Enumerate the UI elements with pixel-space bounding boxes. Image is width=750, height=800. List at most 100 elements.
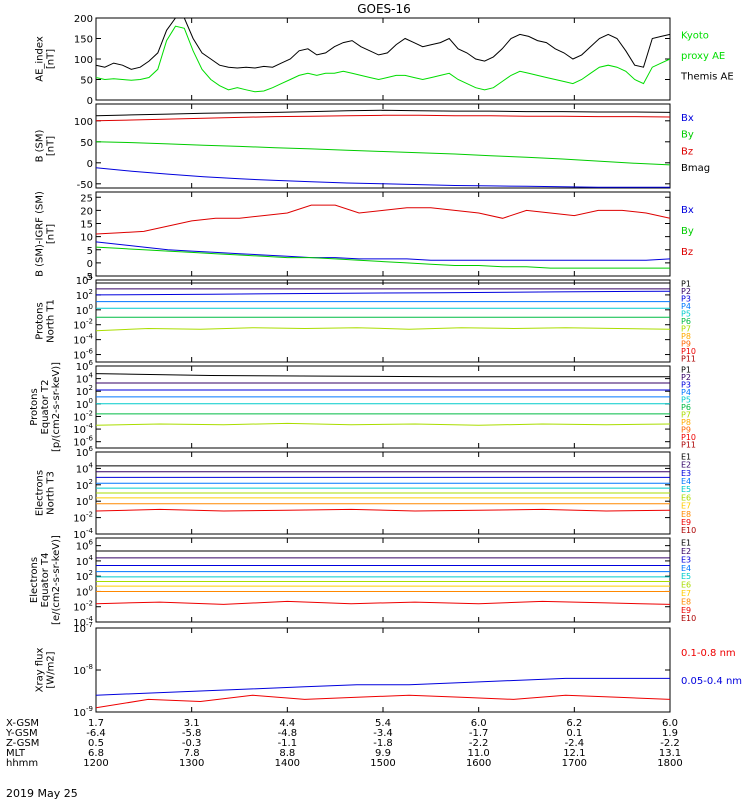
ephemeris-value: 3.1 xyxy=(184,718,200,729)
legend-label: P3 xyxy=(681,295,691,304)
y-tick-label: 10-9 xyxy=(73,705,93,719)
ephemeris-value: 1300 xyxy=(179,758,204,769)
series-line-by xyxy=(95,246,670,269)
legend-label: Kyoto xyxy=(681,31,709,42)
y-axis-label: [nT] xyxy=(46,49,57,69)
ephemeris-value: -1.8 xyxy=(373,738,393,749)
legend-label: P9 xyxy=(681,425,691,434)
y-tick-label: 10-7 xyxy=(73,621,93,635)
series-line-e9 xyxy=(95,508,671,512)
legend-label: P6 xyxy=(681,403,691,412)
legend-label: E7 xyxy=(681,589,691,598)
ephemeris-value: 7.8 xyxy=(184,748,200,759)
ephemeris-value: 6.0 xyxy=(662,718,678,729)
series-line-bz xyxy=(95,204,671,235)
legend-label: P1 xyxy=(681,280,691,289)
y-axis-label: [p/(cm2-s-sr-keV)] xyxy=(51,362,62,452)
legend-label: By xyxy=(681,226,694,237)
y-tick-label: 100 xyxy=(74,55,93,66)
legend-label: P5 xyxy=(681,310,691,319)
y-tick-label: 25 xyxy=(80,193,93,204)
series-line-0-1-0-8-nm xyxy=(95,694,671,709)
legend-label: P1 xyxy=(681,366,691,375)
ephemeris-value: -1.1 xyxy=(278,738,298,749)
legend-label: 0.1-0.8 nm xyxy=(681,648,736,659)
ephemeris-label: Z-GSM xyxy=(6,738,39,749)
series-line-kyoto-proxy-ae xyxy=(95,25,671,93)
legend-label: P8 xyxy=(681,418,691,427)
legend-label: Bmag xyxy=(681,163,710,174)
legend-label: Themis AE xyxy=(680,72,734,83)
ephemeris-value: 1.9 xyxy=(662,728,678,739)
legend-label: E6 xyxy=(681,493,691,502)
legend-label: P2 xyxy=(681,287,691,296)
y-tick-label: 100 xyxy=(76,584,93,598)
legend-label: P3 xyxy=(681,381,691,390)
legend-label: P5 xyxy=(681,396,691,405)
ephemeris-label: Y-GSM xyxy=(5,728,38,739)
legend-label: P11 xyxy=(681,440,696,449)
ephemeris-value: 1600 xyxy=(466,758,491,769)
y-axis-label: Xray flux xyxy=(35,648,46,693)
legend-label: E9 xyxy=(681,518,691,527)
y-axis-label: Protons xyxy=(35,302,46,339)
legend-label: E4 xyxy=(681,564,691,573)
y-tick-label: 10 xyxy=(80,233,93,244)
legend-label: P9 xyxy=(681,339,691,348)
y-tick-label: 100 xyxy=(76,303,93,317)
y-axis-label: North T3 xyxy=(46,471,57,515)
legend-label: P2 xyxy=(681,373,691,382)
series-line-bmag xyxy=(95,109,671,117)
y-axis-label: AE_index xyxy=(35,36,46,82)
legend-label: P4 xyxy=(681,388,691,397)
y-tick-label: -5 xyxy=(83,272,93,283)
ephemeris-value: 13.1 xyxy=(659,748,681,759)
legend-label: P11 xyxy=(681,354,696,363)
y-tick-label: 20 xyxy=(80,206,93,217)
ephemeris-value: -4.8 xyxy=(278,728,298,739)
legend-label: E10 xyxy=(681,526,696,535)
legend-label: P6 xyxy=(681,317,691,326)
y-axis-label: Equator T4 xyxy=(40,553,51,608)
series-line-p7 xyxy=(95,422,671,426)
y-axis-label: [W/m2] xyxy=(46,651,57,688)
ephemeris-value: 8.8 xyxy=(279,748,295,759)
y-tick-label: 10-2 xyxy=(73,511,93,525)
ephemeris-value: -6.4 xyxy=(86,728,106,739)
plot-title: GOES-16 xyxy=(357,2,411,16)
ephemeris-value: 5.4 xyxy=(375,718,391,729)
legend-label: E1 xyxy=(681,539,691,548)
series-line-bz xyxy=(95,114,671,122)
y-tick-label: 106 xyxy=(76,539,94,553)
series-line-bx xyxy=(95,241,671,261)
ephemeris-value: 6.8 xyxy=(88,748,104,759)
date-label: 2019 May 25 xyxy=(6,787,78,800)
legend-label: P10 xyxy=(681,433,696,442)
y-tick-label: -50 xyxy=(77,180,93,191)
series-line-themis-ae xyxy=(95,17,671,70)
y-tick-label: 5 xyxy=(87,246,93,257)
legend-label: E10 xyxy=(681,614,696,623)
y-tick-label: 0 xyxy=(87,96,93,107)
legend-label: E8 xyxy=(681,597,691,606)
ephemeris-value: -3.4 xyxy=(373,728,393,739)
series-line-bx xyxy=(95,167,670,188)
panel-frame xyxy=(95,191,671,277)
y-tick-label: 100 xyxy=(74,117,93,128)
legend-label: P10 xyxy=(681,347,696,356)
ephemeris-value: 0.1 xyxy=(566,728,582,739)
y-axis-label: Equator T2 xyxy=(40,380,51,435)
ephemeris-value: -2.4 xyxy=(565,738,585,749)
ephemeris-value: 1700 xyxy=(562,758,587,769)
panel-frame xyxy=(95,627,671,713)
y-axis-label: [nT] xyxy=(46,136,57,156)
panel-1: 0 50 100 150 200 AE_index [nT] Kyoto proxy AE The… xyxy=(35,14,734,107)
ephemeris-value: 4.4 xyxy=(279,718,295,729)
y-tick-label: 104 xyxy=(76,461,94,475)
